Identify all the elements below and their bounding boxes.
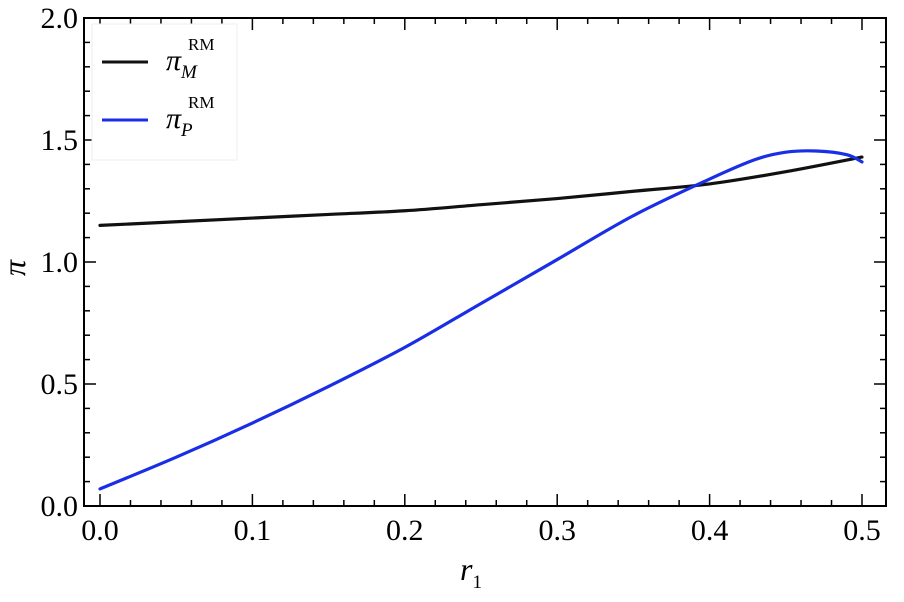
series-lines xyxy=(98,149,864,491)
x-tick-label: 0.0 xyxy=(81,514,119,547)
x-axis-title-subscript: 1 xyxy=(472,572,482,593)
x-tick-label: 0.4 xyxy=(691,514,729,547)
legend: πM RM πP RM xyxy=(91,23,238,161)
x-tick-label: 0.1 xyxy=(234,514,272,547)
y-axis-title: π xyxy=(0,259,32,276)
y-tick-labels: 0.0 0.5 1.0 1.5 2.0 xyxy=(41,2,79,523)
series-line-pi-m xyxy=(98,155,864,227)
x-tick-labels: 0.0 0.1 0.2 0.3 0.4 0.5 xyxy=(81,514,881,547)
series-line-pi-p xyxy=(98,149,864,491)
y-tick-label: 0.0 xyxy=(41,490,79,523)
legend-label-pi-m-sup: RM xyxy=(188,35,214,54)
y-tick-label: 1.0 xyxy=(41,246,79,279)
legend-label-pi-p: πP xyxy=(166,102,193,141)
x-tick-label: 0.3 xyxy=(538,514,576,547)
x-tick-label: 0.5 xyxy=(843,514,881,547)
legend-label-pi-p-sup: RM xyxy=(188,93,214,112)
y-tick-label: 0.5 xyxy=(41,368,79,401)
legend-label-pi-m: πM xyxy=(166,44,198,83)
x-tick-label: 0.2 xyxy=(386,514,424,547)
axis-ticks xyxy=(84,17,886,507)
x-axis-title: r1 xyxy=(460,551,482,593)
y-tick-label: 1.5 xyxy=(41,124,79,157)
legend-box xyxy=(91,23,238,161)
y-tick-label: 2.0 xyxy=(41,2,79,35)
